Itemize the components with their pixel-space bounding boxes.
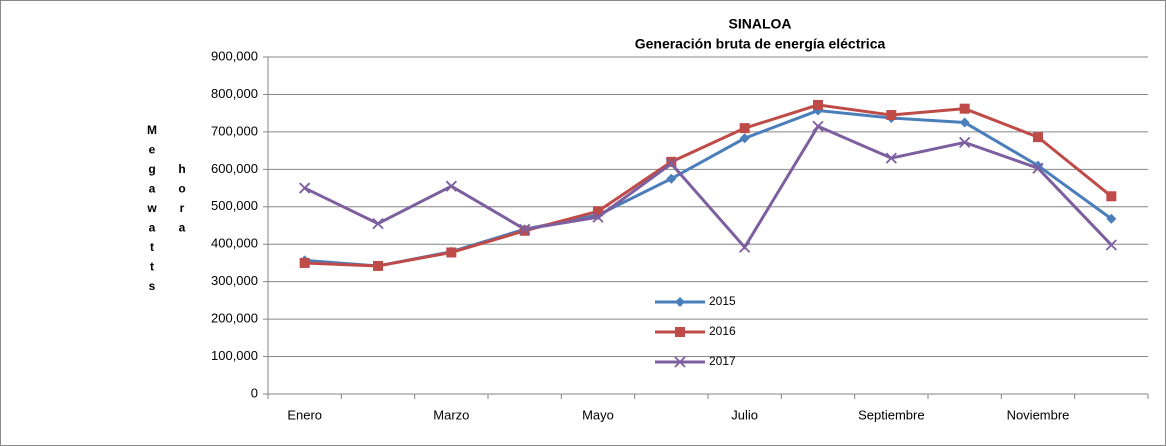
point xyxy=(666,173,677,184)
point xyxy=(1033,132,1043,143)
point xyxy=(1106,213,1117,224)
point xyxy=(665,158,677,170)
chart-subtitle: Generación bruta de energía eléctrica xyxy=(635,36,886,52)
point xyxy=(1106,191,1117,202)
y-tick-label: 900,000 xyxy=(211,48,258,63)
x-tick-label: Enero xyxy=(287,407,322,422)
point xyxy=(675,297,685,307)
point xyxy=(675,327,685,337)
y-tick-label: 400,000 xyxy=(211,236,258,251)
point xyxy=(959,136,971,149)
x-tick-label: Julio xyxy=(731,407,758,422)
point xyxy=(593,206,603,217)
y-tick-label: 200,000 xyxy=(211,311,258,326)
y-tick-label: 100,000 xyxy=(211,348,258,363)
point xyxy=(1105,239,1117,251)
x-tick-label: Septiembre xyxy=(858,407,924,422)
point xyxy=(299,182,311,194)
point xyxy=(1032,162,1044,174)
series-line xyxy=(304,103,1113,268)
point xyxy=(519,223,531,235)
y-tick-label: 500,000 xyxy=(211,198,258,213)
point xyxy=(372,217,384,230)
point xyxy=(813,99,823,110)
point xyxy=(666,156,677,167)
point xyxy=(299,257,310,268)
point xyxy=(812,120,824,132)
y-tick-label: 700,000 xyxy=(211,123,258,138)
point xyxy=(885,152,897,164)
point xyxy=(446,247,457,258)
y-tick-label: 800,000 xyxy=(211,86,258,101)
point xyxy=(739,133,750,144)
y-tick-label: 600,000 xyxy=(211,161,258,176)
point xyxy=(674,356,686,368)
x-tick-label: Marzo xyxy=(433,407,469,422)
point xyxy=(445,180,457,192)
legend-label: 2015 xyxy=(709,294,736,308)
point xyxy=(739,123,750,134)
y-tick-label: 300,000 xyxy=(211,273,258,288)
point xyxy=(373,260,383,271)
x-tick-label: Mayo xyxy=(582,407,614,422)
chart-title: SINALOA xyxy=(729,16,792,32)
point xyxy=(959,117,970,128)
legend-label: 2017 xyxy=(709,354,736,368)
series-line xyxy=(304,124,1113,250)
point xyxy=(886,110,897,121)
legend-label: 2016 xyxy=(709,324,736,338)
y-tick-label: 0 xyxy=(251,385,258,400)
point xyxy=(739,241,751,253)
x-tick-label: Noviembre xyxy=(1007,407,1070,422)
point xyxy=(592,211,604,223)
point xyxy=(959,103,970,114)
